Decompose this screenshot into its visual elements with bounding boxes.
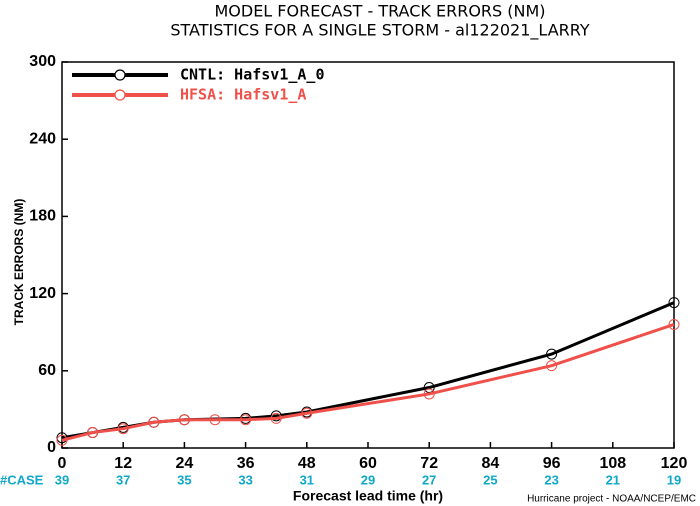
y-axis-label: TRACK ERRORS (NM) <box>12 199 26 326</box>
x-tick-label: 24 <box>176 455 194 472</box>
point-marker <box>668 318 680 330</box>
y-tick-label: 300 <box>29 53 56 70</box>
x-tick-label: 12 <box>114 455 132 472</box>
point-marker <box>270 410 282 422</box>
x-tick-label: 84 <box>482 455 500 472</box>
point-marker <box>117 423 129 435</box>
point-marker <box>423 388 435 400</box>
x-tick-label: 108 <box>599 455 626 472</box>
x-tick-label: 120 <box>661 455 688 472</box>
chart-subtitle: STATISTICS FOR A SINGLE STORM - al122021… <box>170 21 589 41</box>
plot-frame <box>61 61 675 449</box>
y-tick-label: 240 <box>29 130 56 147</box>
y-tick-label: 0 <box>47 439 56 456</box>
legend-label: CNTL: Hafsv1_A_0 <box>180 66 325 84</box>
x-tick-label: 36 <box>237 455 255 472</box>
x-tick-label: 60 <box>359 455 377 472</box>
y-tick-label: 120 <box>29 285 56 302</box>
legend-marker <box>114 69 126 81</box>
point-marker <box>270 412 282 424</box>
case-count: 23 <box>544 472 558 487</box>
point-marker <box>178 414 190 426</box>
case-count: 27 <box>422 472 436 487</box>
point-marker <box>209 414 221 426</box>
case-count: 21 <box>606 472 620 487</box>
point-marker <box>301 407 313 419</box>
legend-label: HFSA: Hafsv1_A <box>180 86 306 104</box>
point-marker <box>546 360 558 372</box>
case-label: #CASE <box>0 472 44 487</box>
point-marker <box>87 427 99 439</box>
point-marker <box>668 297 680 309</box>
y-tick-label: 60 <box>38 362 56 379</box>
footer: Hurricane project - NOAA/NCEP/EMC <box>527 494 696 505</box>
chart-title: MODEL FORECAST - TRACK ERRORS (NM) <box>214 2 545 21</box>
x-axis-label: Forecast lead time (hr) <box>293 488 443 504</box>
point-marker <box>56 434 68 446</box>
case-count: 19 <box>667 472 681 487</box>
case-count: 25 <box>483 472 497 487</box>
y-tick-label: 180 <box>29 208 56 225</box>
case-count: 35 <box>177 472 191 487</box>
case-count: 31 <box>300 472 314 487</box>
point-marker <box>240 414 252 426</box>
case-count: 33 <box>238 472 252 487</box>
legend-marker <box>114 89 126 101</box>
x-tick-label: 0 <box>58 455 67 472</box>
case-count: 39 <box>55 472 69 487</box>
x-tick-label: 72 <box>420 455 438 472</box>
case-count: 37 <box>116 472 130 487</box>
x-tick-label: 96 <box>543 455 561 472</box>
x-tick-label: 48 <box>298 455 316 472</box>
point-marker <box>546 348 558 360</box>
point-marker <box>148 416 160 428</box>
case-count: 29 <box>361 472 375 487</box>
